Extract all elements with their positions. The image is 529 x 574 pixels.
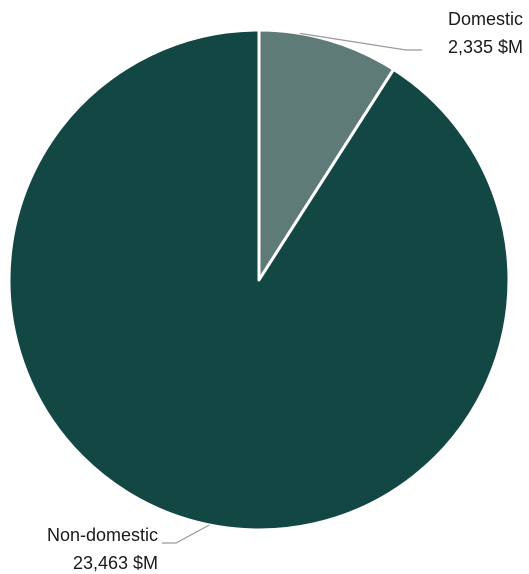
label-domestic: Domestic 2,335 $M	[299, 9, 523, 57]
leader-line-domestic	[299, 32, 422, 51]
slice-label-domestic-value: 2,335 $M	[448, 37, 523, 57]
pie-slices	[7, 28, 511, 532]
pie-slice-domestic	[257, 28, 396, 282]
slice-label-domestic-name: Domestic	[448, 9, 523, 29]
label-non-domestic: Non-domestic 23,463 $M	[47, 524, 210, 573]
pie-slice-non-domestic	[7, 28, 511, 532]
slice-label-non-domestic-name: Non-domestic	[47, 525, 158, 545]
slice-label-non-domestic-value: 23,463 $M	[73, 553, 158, 573]
leader-line-non-domestic	[162, 524, 210, 544]
